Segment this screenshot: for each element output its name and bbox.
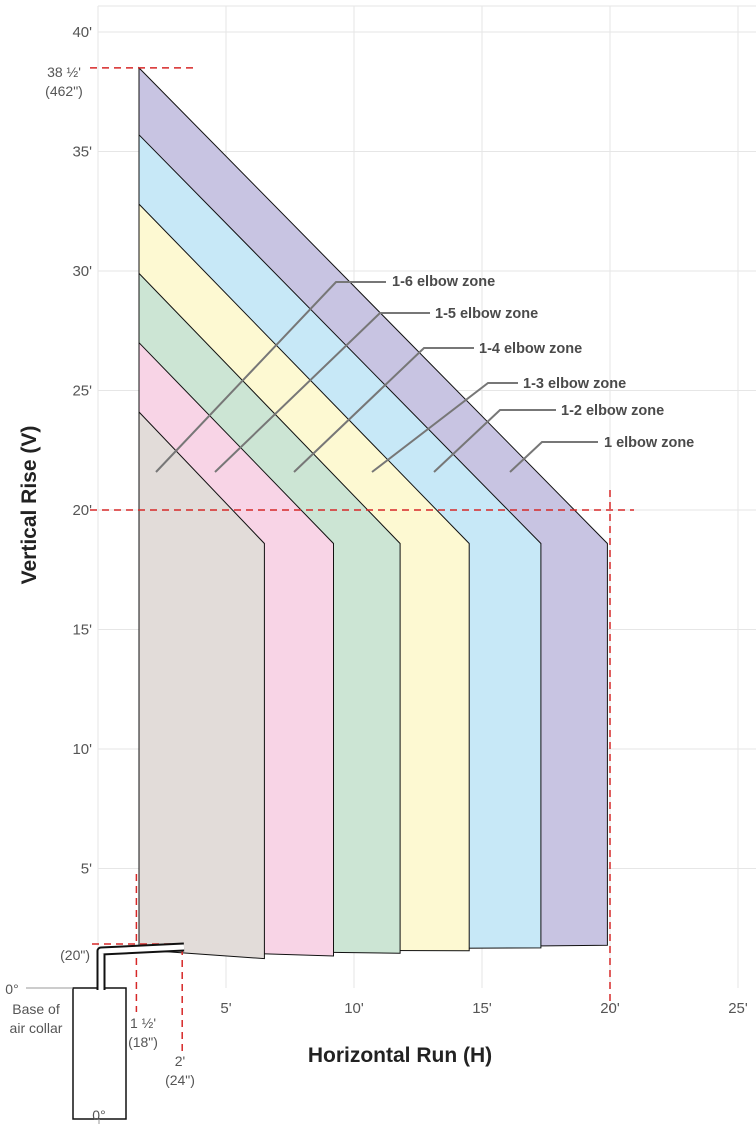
zone-label-1-2: 1-2 elbow zone (561, 403, 664, 419)
y-axis-title: Vertical Rise (V) (18, 426, 41, 585)
zone-label-1-4: 1-4 elbow zone (479, 341, 582, 357)
leader-line-3 (371, 382, 518, 473)
origin-zero-label: 0° (92, 1107, 105, 1123)
run-2-label-inches: (24") (165, 1072, 195, 1088)
y-tick-35: 35' (72, 144, 92, 161)
x-axis-title: Horizontal Run (H) (308, 1044, 492, 1067)
elbow-zones (138, 66, 608, 960)
zone-label-1: 1 elbow zone (604, 435, 694, 451)
zone-label-1-3: 1-3 elbow zone (523, 376, 626, 392)
y-tick-5: 5' (81, 861, 92, 878)
rise-20in-label: (20") (60, 947, 90, 963)
vent-pipe-inner (98, 944, 185, 990)
x-tick-15: 15' (472, 1000, 492, 1017)
leader-line-2 (293, 347, 474, 473)
base-zero-label: 0° (5, 981, 18, 997)
vent-pipe-outline (96, 942, 185, 990)
leader-line-4 (433, 409, 556, 473)
max-rise-label-inches: (462") (45, 83, 83, 99)
vent-pipe-illustration (26, 942, 185, 1124)
zone-1-6-elbow-zone (138, 410, 265, 960)
air-collar-box (72, 987, 127, 1120)
y-tick-25: 25' (72, 383, 92, 400)
max-rise-label-feet: 38 ½' (47, 64, 81, 80)
leader-line-0 (155, 281, 386, 473)
y-tick-30: 30' (72, 263, 92, 280)
base-label-line2: air collar (10, 1020, 63, 1036)
y-tick-10: 10' (72, 741, 92, 758)
tick-labels: 5' 10' 15' 20' 25' 30' 35' 40' 5' 10' 15' 20' 25' (72, 24, 747, 1017)
y-tick-40: 40' (72, 24, 92, 41)
x-tick-20: 20' (600, 1000, 620, 1017)
zone-label-1-6: 1-6 elbow zone (392, 274, 495, 290)
run-2-label-feet: 2' (175, 1053, 185, 1069)
run-1-5-label-feet: 1 ½' (130, 1015, 156, 1031)
zone-label-1-5: 1-5 elbow zone (435, 306, 538, 322)
run-1-5-label-inches: (18") (128, 1034, 158, 1050)
leader-line-5 (509, 441, 598, 473)
x-tick-25: 25' (728, 1000, 748, 1017)
x-tick-10: 10' (344, 1000, 364, 1017)
x-tick-5: 5' (220, 1000, 231, 1017)
leader-line-1 (214, 312, 430, 473)
y-tick-15: 15' (72, 622, 92, 639)
base-label-line1: Base of (12, 1001, 60, 1017)
y-tick-20: 20' (72, 502, 92, 519)
zone-leader-lines (155, 281, 598, 473)
